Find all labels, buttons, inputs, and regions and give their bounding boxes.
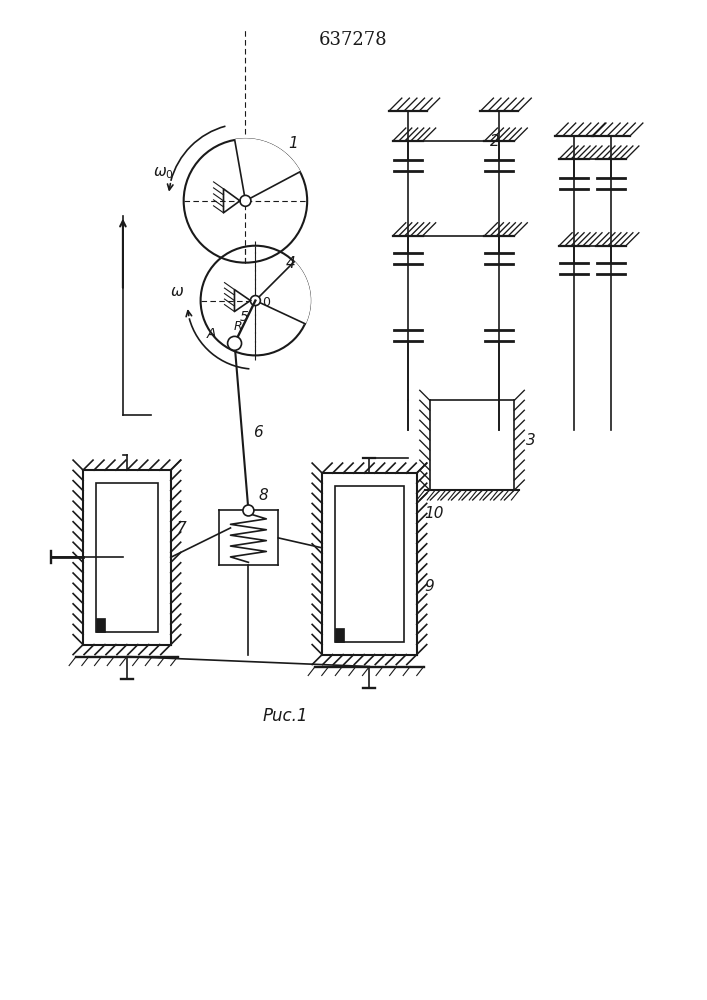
Text: 10: 10 (425, 506, 444, 521)
Circle shape (228, 336, 242, 350)
Bar (96, 483, 158, 632)
Text: 6: 6 (253, 425, 263, 440)
Text: 0: 0 (262, 296, 270, 309)
Text: R: R (233, 320, 242, 333)
Text: 637278: 637278 (319, 31, 387, 49)
Polygon shape (235, 139, 300, 201)
Bar (96, 618, 105, 632)
Circle shape (250, 296, 260, 306)
Text: Puc.1: Puc.1 (262, 707, 308, 725)
Text: 1: 1 (288, 136, 298, 151)
Circle shape (243, 505, 254, 516)
Text: 3: 3 (526, 433, 536, 448)
Bar (335, 486, 404, 642)
Text: 7: 7 (177, 521, 187, 536)
Text: 4: 4 (286, 256, 296, 271)
Text: $\omega$: $\omega$ (170, 284, 185, 299)
Bar (335, 628, 344, 642)
Text: 8: 8 (258, 488, 268, 503)
Text: 9: 9 (425, 579, 435, 594)
Text: 2: 2 (489, 134, 499, 149)
Text: 5: 5 (240, 310, 248, 324)
Text: $\omega_0$: $\omega_0$ (153, 165, 174, 181)
Text: A: A (206, 327, 216, 341)
Circle shape (240, 195, 251, 206)
Polygon shape (255, 262, 310, 324)
